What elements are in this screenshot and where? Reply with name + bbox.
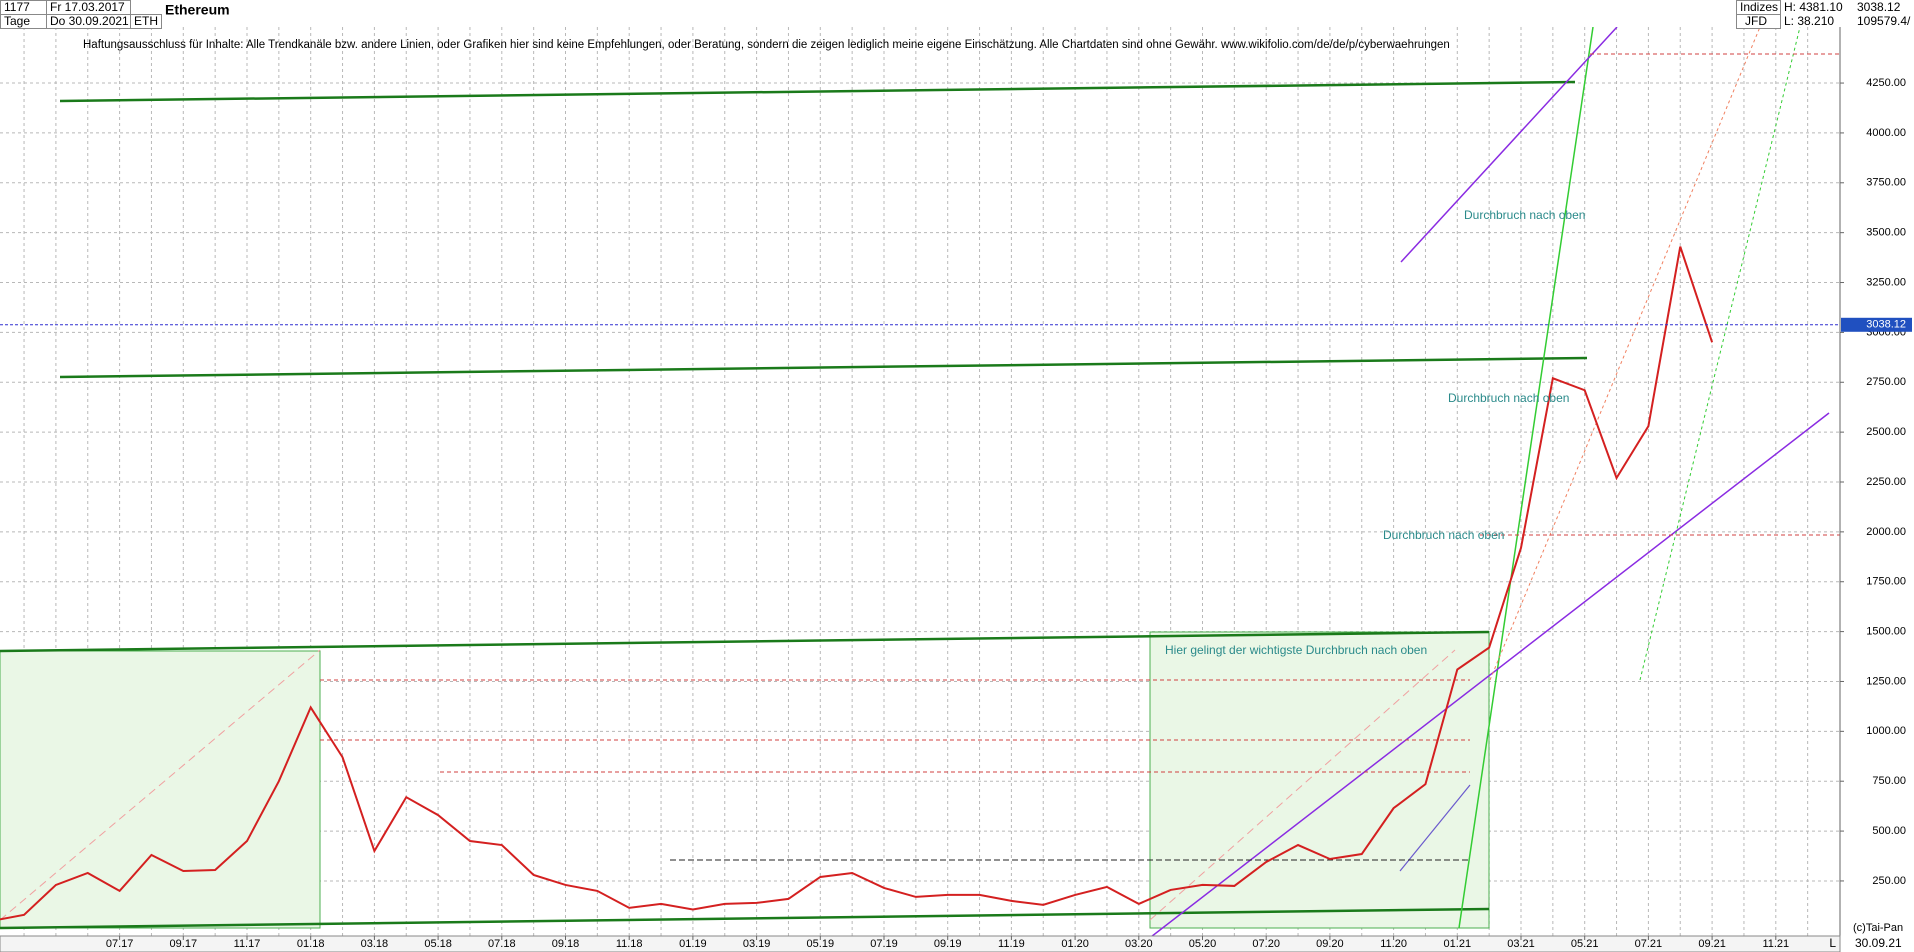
x-tick-label: 01.19 bbox=[679, 938, 707, 950]
trend-line bbox=[59, 80, 1576, 103]
x-tick-label: 09.21 bbox=[1698, 938, 1726, 950]
x-axis-strip bbox=[0, 935, 1841, 952]
y-tick-label: 3500.00 bbox=[1866, 227, 1906, 239]
end-date: 30.09.21 bbox=[1855, 936, 1902, 950]
y-tick-label: 3250.00 bbox=[1866, 276, 1906, 288]
x-tick-label: 05.19 bbox=[807, 938, 835, 950]
x-tick-label: 03.18 bbox=[361, 938, 389, 950]
trend-line bbox=[0, 907, 1490, 930]
trend-line bbox=[1489, 27, 1761, 681]
trend-line bbox=[1399, 784, 1471, 872]
x-tick-label: 11.20 bbox=[1380, 938, 1407, 950]
x-tick-label: 11.21 bbox=[1762, 938, 1789, 950]
x-tick-label: 11.18 bbox=[616, 938, 643, 950]
y-tick-label: 2500.00 bbox=[1866, 426, 1906, 438]
x-tick-label: 01.20 bbox=[1061, 938, 1089, 950]
header-exchange: JFD bbox=[1745, 14, 1767, 28]
header-volume: 109579.4/ bbox=[1857, 14, 1911, 28]
header-low: L: 38.210 bbox=[1784, 14, 1834, 28]
x-tick-label: 03.19 bbox=[743, 938, 771, 950]
y-tick-label: 250.00 bbox=[1872, 875, 1906, 887]
trend-line bbox=[59, 356, 1588, 379]
trend-line bbox=[1458, 27, 1594, 929]
y-tick-label: 2000.00 bbox=[1866, 526, 1906, 538]
header-market: Indizes bbox=[1740, 0, 1778, 14]
y-tick-label: 2750.00 bbox=[1866, 376, 1906, 388]
x-tick-label: 11.19 bbox=[998, 938, 1025, 950]
trend-line bbox=[1149, 649, 1456, 921]
last-price-tag bbox=[1841, 317, 1912, 332]
y-tick-label: 4250.00 bbox=[1866, 77, 1906, 89]
x-tick-label: 07.21 bbox=[1635, 938, 1663, 950]
x-tick-label: 07.19 bbox=[870, 938, 898, 950]
x-tick-label: 09.20 bbox=[1316, 938, 1344, 950]
header-last: 3038.12 bbox=[1857, 0, 1901, 14]
disclaimer: Haftungsausschluss für Inhalte: Alle Tre… bbox=[83, 39, 1450, 51]
header-cell bbox=[1736, 14, 1781, 29]
trend-line bbox=[1400, 27, 1618, 263]
header-cell bbox=[130, 14, 162, 29]
annotation: Durchbruch nach oben bbox=[1448, 391, 1569, 405]
y-tick-label: 1250.00 bbox=[1866, 675, 1906, 687]
x-tick-label: 03.20 bbox=[1125, 938, 1153, 950]
x-tick-label: 05.18 bbox=[424, 938, 452, 950]
x-tick-label: 05.21 bbox=[1571, 938, 1599, 950]
x-tick-label: 09.19 bbox=[934, 938, 962, 950]
y-tick-label: 1750.00 bbox=[1866, 576, 1906, 588]
x-tick-label: 07.17 bbox=[106, 938, 134, 950]
x-tick-label: 11.17 bbox=[234, 938, 261, 950]
header-symbol: ETH bbox=[134, 14, 158, 28]
y-tick-label: 750.00 bbox=[1872, 775, 1906, 787]
y-tick-label: 1000.00 bbox=[1866, 725, 1906, 737]
x-tick-label: 03.21 bbox=[1507, 938, 1535, 950]
annotation: Durchbruch nach oben bbox=[1383, 528, 1504, 542]
header-count: 1177 bbox=[4, 0, 30, 14]
header-bar bbox=[0, 0, 1840, 27]
price-line bbox=[0, 246, 1714, 921]
header-start: Fr 17.03.2017 bbox=[50, 0, 125, 14]
y-tick-label: 2250.00 bbox=[1866, 476, 1906, 488]
trend-line bbox=[1639, 27, 1801, 681]
chart-title: Ethereum bbox=[165, 2, 230, 18]
zone-box bbox=[0, 650, 321, 929]
y-tick-label: 1500.00 bbox=[1866, 626, 1906, 638]
trend-line bbox=[0, 630, 1490, 653]
header-high: H: 4381.10 bbox=[1784, 0, 1843, 14]
trend-line bbox=[0, 649, 321, 921]
annotation: Durchbruch nach oben bbox=[1464, 208, 1585, 222]
scale-mode: L bbox=[1829, 936, 1836, 950]
zone-box bbox=[1149, 631, 1490, 929]
x-tick-label: 01.21 bbox=[1444, 938, 1472, 950]
x-tick-label: 09.17 bbox=[170, 938, 198, 950]
header-end: Do 30.09.2021 bbox=[50, 14, 129, 28]
trend-line bbox=[1150, 412, 1830, 936]
x-tick-label: 07.18 bbox=[488, 938, 516, 950]
x-tick-label: 05.20 bbox=[1189, 938, 1217, 950]
x-tick-label: 01.18 bbox=[297, 938, 325, 950]
drawings bbox=[0, 27, 1840, 936]
y-tick-label: 3750.00 bbox=[1866, 177, 1906, 189]
x-tick-label: 09.18 bbox=[552, 938, 580, 950]
annotation: Hier gelingt der wichtigste Durchbruch n… bbox=[1165, 643, 1427, 657]
y-tick-label: 4000.00 bbox=[1866, 127, 1906, 139]
copyright: (c)Tai-Pan bbox=[1853, 922, 1903, 934]
x-tick-label: 07.20 bbox=[1252, 938, 1280, 950]
y-tick-label: 500.00 bbox=[1872, 825, 1906, 837]
last-price-label: 3038.12 bbox=[1866, 319, 1906, 331]
header-period: Tage bbox=[4, 14, 30, 28]
price-series bbox=[0, 246, 1840, 921]
